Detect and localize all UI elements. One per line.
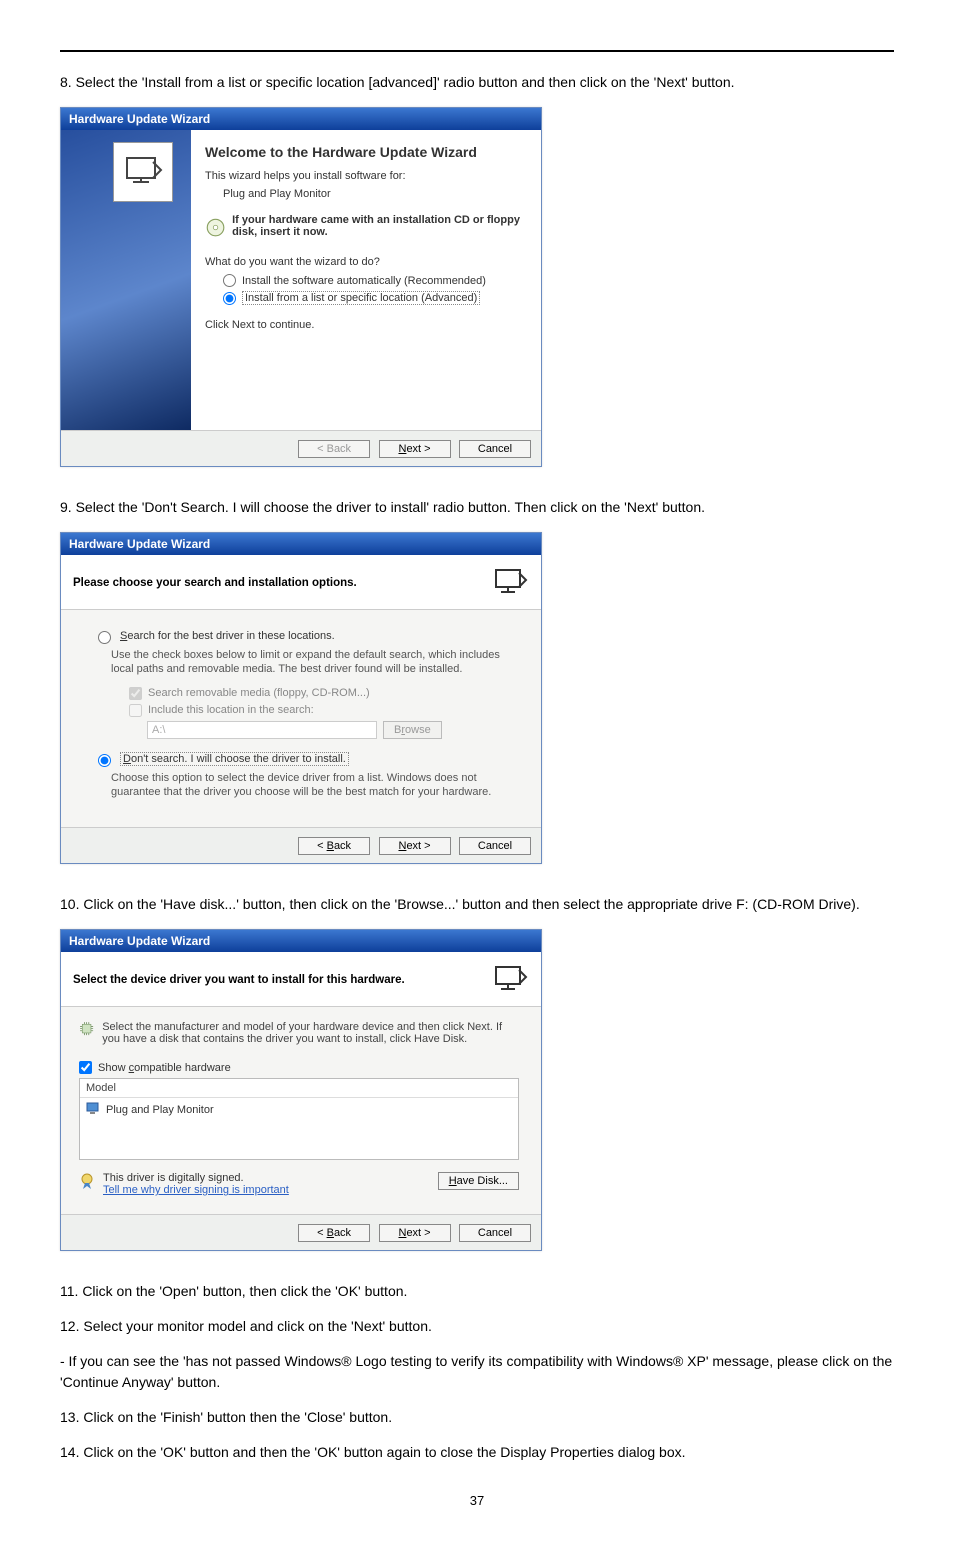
wizard-3-cancel-button[interactable]: Cancel: [459, 1224, 531, 1242]
device-icon: [113, 142, 173, 202]
step-9-text: 9. Select the 'Don't Search. I will choo…: [60, 497, 894, 518]
wizard-1-device: Plug and Play Monitor: [223, 188, 523, 200]
wizard-1-cancel-button[interactable]: Cancel: [459, 440, 531, 458]
model-list-item[interactable]: Plug and Play Monitor: [80, 1098, 518, 1121]
wizard-3-titlebar: Hardware Update Wizard: [61, 930, 541, 952]
wizard-3-back-button[interactable]: < Back: [298, 1224, 370, 1242]
step-11-text: 11. Click on the 'Open' button, then cli…: [60, 1281, 894, 1302]
model-column-header: Model: [80, 1079, 518, 1098]
wizard-1-cd-note: If your hardware came with an installati…: [232, 214, 523, 238]
wizard-3-desc: Select the manufacturer and model of you…: [102, 1021, 519, 1045]
wizard-1-question: What do you want the wizard to do?: [205, 256, 523, 268]
step-8-text: 8. Select the 'Install from a list or sp…: [60, 72, 894, 93]
wizard-2-dont-desc: Choose this option to select the device …: [111, 771, 519, 800]
wizard-1-window: Hardware Update Wizard Welcome to the Ha…: [60, 107, 542, 467]
step-13-text: 13. Click on the 'Finish' button then th…: [60, 1407, 894, 1428]
signed-text: This driver is digitally signed.: [103, 1172, 289, 1184]
wizard-1-helps: This wizard helps you install software f…: [205, 170, 523, 182]
radio-search-best[interactable]: [98, 631, 111, 644]
wizard-2-next-button[interactable]: Next >: [379, 837, 451, 855]
step-12-text: 12. Select your monitor model and click …: [60, 1316, 894, 1337]
monitor-icon: [86, 1101, 100, 1118]
device-icon: [493, 962, 529, 998]
have-disk-button[interactable]: Have Disk...: [438, 1172, 519, 1190]
wizard-2-back-button[interactable]: < Back: [298, 837, 370, 855]
wizard-1-back-button: < Back: [298, 440, 370, 458]
page-divider: [60, 50, 894, 52]
wizard-3-next-button[interactable]: Next >: [379, 1224, 451, 1242]
radio-search-best-label: Search for the best driver in these loca…: [120, 630, 335, 642]
model-list: Model Plug and Play Monitor: [79, 1078, 519, 1160]
radio-dont-search[interactable]: [98, 754, 111, 767]
step-10-text: 10. Click on the 'Have disk...' button, …: [60, 894, 894, 915]
checkbox-include-location: [129, 704, 142, 717]
wizard-2-heading: Please choose your search and installati…: [73, 577, 357, 589]
radio-install-auto[interactable]: [223, 274, 236, 287]
location-input: [147, 721, 377, 739]
wizard-2-cancel-button[interactable]: Cancel: [459, 837, 531, 855]
chip-icon: [79, 1021, 94, 1049]
wizard-1-titlebar: Hardware Update Wizard: [61, 108, 541, 130]
wizard-1-sidebar: [61, 130, 191, 430]
checkbox-removable-media: [129, 687, 142, 700]
radio-install-list[interactable]: [223, 292, 236, 305]
model-item-label: Plug and Play Monitor: [106, 1104, 214, 1116]
wizard-1-heading: Welcome to the Hardware Update Wizard: [205, 144, 523, 160]
checkbox-removable-label: Search removable media (floppy, CD-ROM..…: [148, 687, 370, 699]
device-icon: [493, 565, 529, 601]
checkbox-include-label: Include this location in the search:: [148, 704, 314, 716]
radio-install-list-label: Install from a list or specific location…: [242, 291, 480, 305]
step-14-text: 14. Click on the 'OK' button and then th…: [60, 1442, 894, 1463]
signing-info-link[interactable]: Tell me why driver signing is important: [103, 1184, 289, 1196]
radio-dont-search-label: Don't search. I will choose the driver t…: [120, 752, 349, 766]
cert-icon: [79, 1172, 97, 1193]
radio-install-auto-label: Install the software automatically (Reco…: [242, 275, 486, 287]
wizard-2-titlebar: Hardware Update Wizard: [61, 533, 541, 555]
checkbox-show-compatible-label: Show compatible hardware: [98, 1062, 231, 1074]
wizard-2-window: Hardware Update Wizard Please choose you…: [60, 532, 542, 864]
wizard-1-next-button[interactable]: Next >: [379, 440, 451, 458]
step-12b-text: - If you can see the 'has not passed Win…: [60, 1351, 894, 1393]
checkbox-show-compatible[interactable]: [79, 1061, 92, 1074]
wizard-1-continue: Click Next to continue.: [205, 319, 523, 331]
page-number: 37: [60, 1493, 894, 1508]
cd-icon: [205, 214, 226, 242]
wizard-3-heading: Select the device driver you want to ins…: [73, 974, 405, 986]
wizard-2-search-desc: Use the check boxes below to limit or ex…: [111, 648, 519, 677]
browse-button: Browse: [383, 721, 442, 739]
wizard-3-window: Hardware Update Wizard Select the device…: [60, 929, 542, 1251]
